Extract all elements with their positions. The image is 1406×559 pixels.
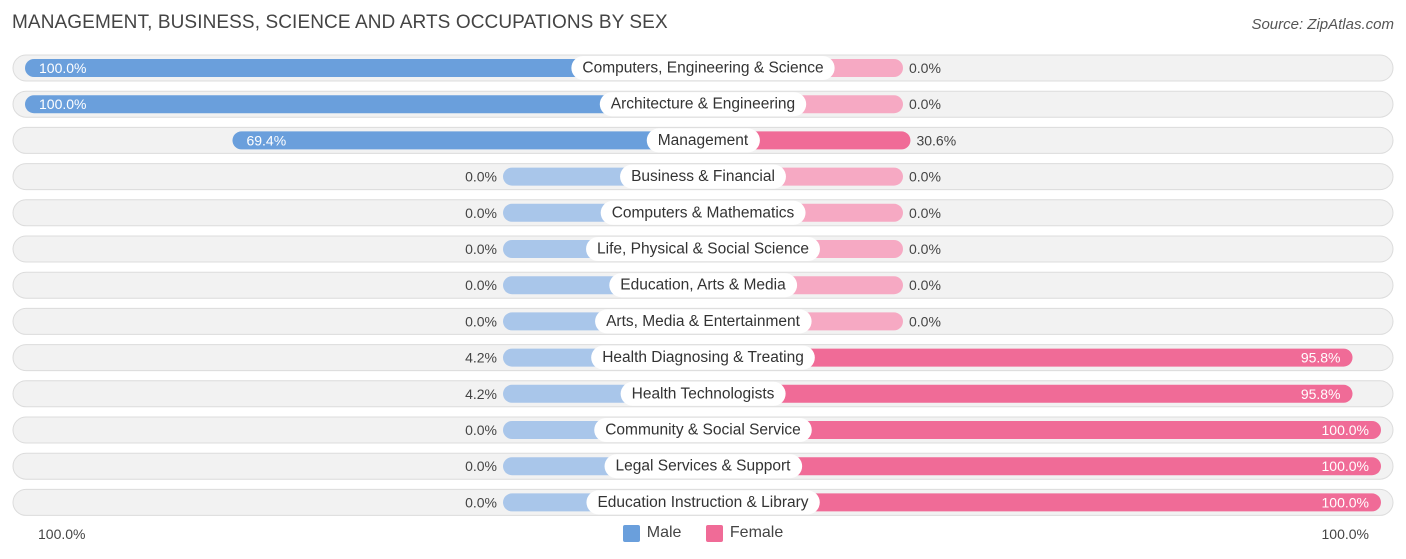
category-label-pill bbox=[600, 200, 806, 225]
value-label-male: 0.0% bbox=[465, 277, 497, 293]
value-label-female: 30.6% bbox=[916, 132, 956, 148]
value-label-female: 95.8% bbox=[1301, 350, 1341, 366]
value-label-female: 100.0% bbox=[1322, 458, 1369, 474]
legend-item-female: Female bbox=[705, 524, 784, 542]
value-label-male: 0.0% bbox=[465, 241, 497, 257]
category-label: Arts, Media & Entertainment bbox=[606, 313, 801, 330]
legend-label-male: Male bbox=[646, 524, 682, 541]
legend: Male Female bbox=[0, 524, 1406, 547]
value-label-female: 0.0% bbox=[909, 205, 941, 221]
value-label-female: 0.0% bbox=[909, 313, 941, 329]
value-label-male: 100.0% bbox=[39, 60, 86, 76]
bar-female bbox=[703, 493, 1381, 512]
source-label: Source: ZipAtlas.com bbox=[1251, 16, 1394, 33]
bar-female bbox=[703, 457, 1381, 476]
category-label-pill bbox=[620, 381, 786, 406]
value-label-male: 0.0% bbox=[465, 422, 497, 438]
legend-swatch-male bbox=[622, 524, 640, 542]
category-label-pill bbox=[595, 309, 812, 334]
value-label-female: 0.0% bbox=[909, 169, 941, 185]
legend-label-female: Female bbox=[729, 524, 784, 541]
value-label-male: 0.0% bbox=[465, 458, 497, 474]
category-label: Computers, Engineering & Science bbox=[582, 60, 823, 77]
category-label: Life, Physical & Social Science bbox=[597, 241, 809, 258]
category-label-pill bbox=[599, 92, 807, 117]
category-label: Management bbox=[658, 132, 749, 149]
value-label-male: 0.0% bbox=[465, 313, 497, 329]
category-label: Education Instruction & Library bbox=[597, 494, 808, 511]
bar-female bbox=[703, 384, 1353, 403]
bar-female bbox=[703, 421, 1381, 439]
diverging-bar-chart: 100.0% 0.0% Computers, Engineering & Scien… bbox=[12, 54, 1394, 516]
legend-swatch-female bbox=[705, 524, 723, 542]
category-label: Community & Social Service bbox=[605, 422, 801, 439]
value-label-female: 0.0% bbox=[909, 60, 941, 76]
value-label-male: 100.0% bbox=[39, 96, 86, 112]
value-label-male: 4.2% bbox=[465, 350, 497, 366]
category-label-pill bbox=[604, 454, 803, 479]
value-label-female: 95.8% bbox=[1301, 386, 1341, 402]
bar-male bbox=[25, 59, 703, 77]
value-label-male: 0.0% bbox=[465, 205, 497, 221]
value-label-female: 100.0% bbox=[1322, 494, 1369, 510]
category-label: Architecture & Engineering bbox=[611, 96, 795, 113]
value-label-male: 69.4% bbox=[246, 132, 286, 148]
category-label-pill bbox=[586, 490, 820, 515]
value-label-male: 4.2% bbox=[465, 386, 497, 402]
category-label: Health Technologists bbox=[632, 385, 775, 402]
category-label: Legal Services & Support bbox=[616, 458, 792, 475]
chart-title: MANAGEMENT, BUSINESS, SCIENCE AND ARTS O… bbox=[12, 12, 668, 33]
category-label: Business & Financial bbox=[631, 168, 775, 185]
value-label-male: 0.0% bbox=[465, 494, 497, 510]
category-label: Computers & Mathematics bbox=[612, 204, 795, 221]
value-label-female: 100.0% bbox=[1322, 422, 1369, 438]
category-label-pill bbox=[586, 237, 820, 261]
legend-item-male: Male bbox=[622, 524, 682, 542]
axis-left-label: 100.0% bbox=[38, 526, 86, 542]
category-label-pill bbox=[609, 273, 798, 298]
bar-male bbox=[232, 131, 703, 150]
category-label-pill bbox=[591, 345, 815, 370]
category-label-pill bbox=[571, 56, 835, 80]
category-label-pill bbox=[594, 418, 812, 442]
value-label-male: 0.0% bbox=[465, 169, 497, 185]
category-label: Health Diagnosing & Treating bbox=[602, 349, 804, 366]
axis-right-label: 100.0% bbox=[1321, 526, 1369, 542]
bar-female bbox=[703, 348, 1353, 367]
category-label-pill bbox=[646, 128, 760, 153]
category-label-pill bbox=[620, 164, 786, 189]
value-label-female: 0.0% bbox=[909, 96, 941, 112]
bar-male bbox=[25, 95, 703, 114]
value-label-female: 0.0% bbox=[909, 241, 941, 257]
value-label-female: 0.0% bbox=[909, 277, 941, 293]
category-label: Education, Arts & Media bbox=[620, 277, 786, 294]
